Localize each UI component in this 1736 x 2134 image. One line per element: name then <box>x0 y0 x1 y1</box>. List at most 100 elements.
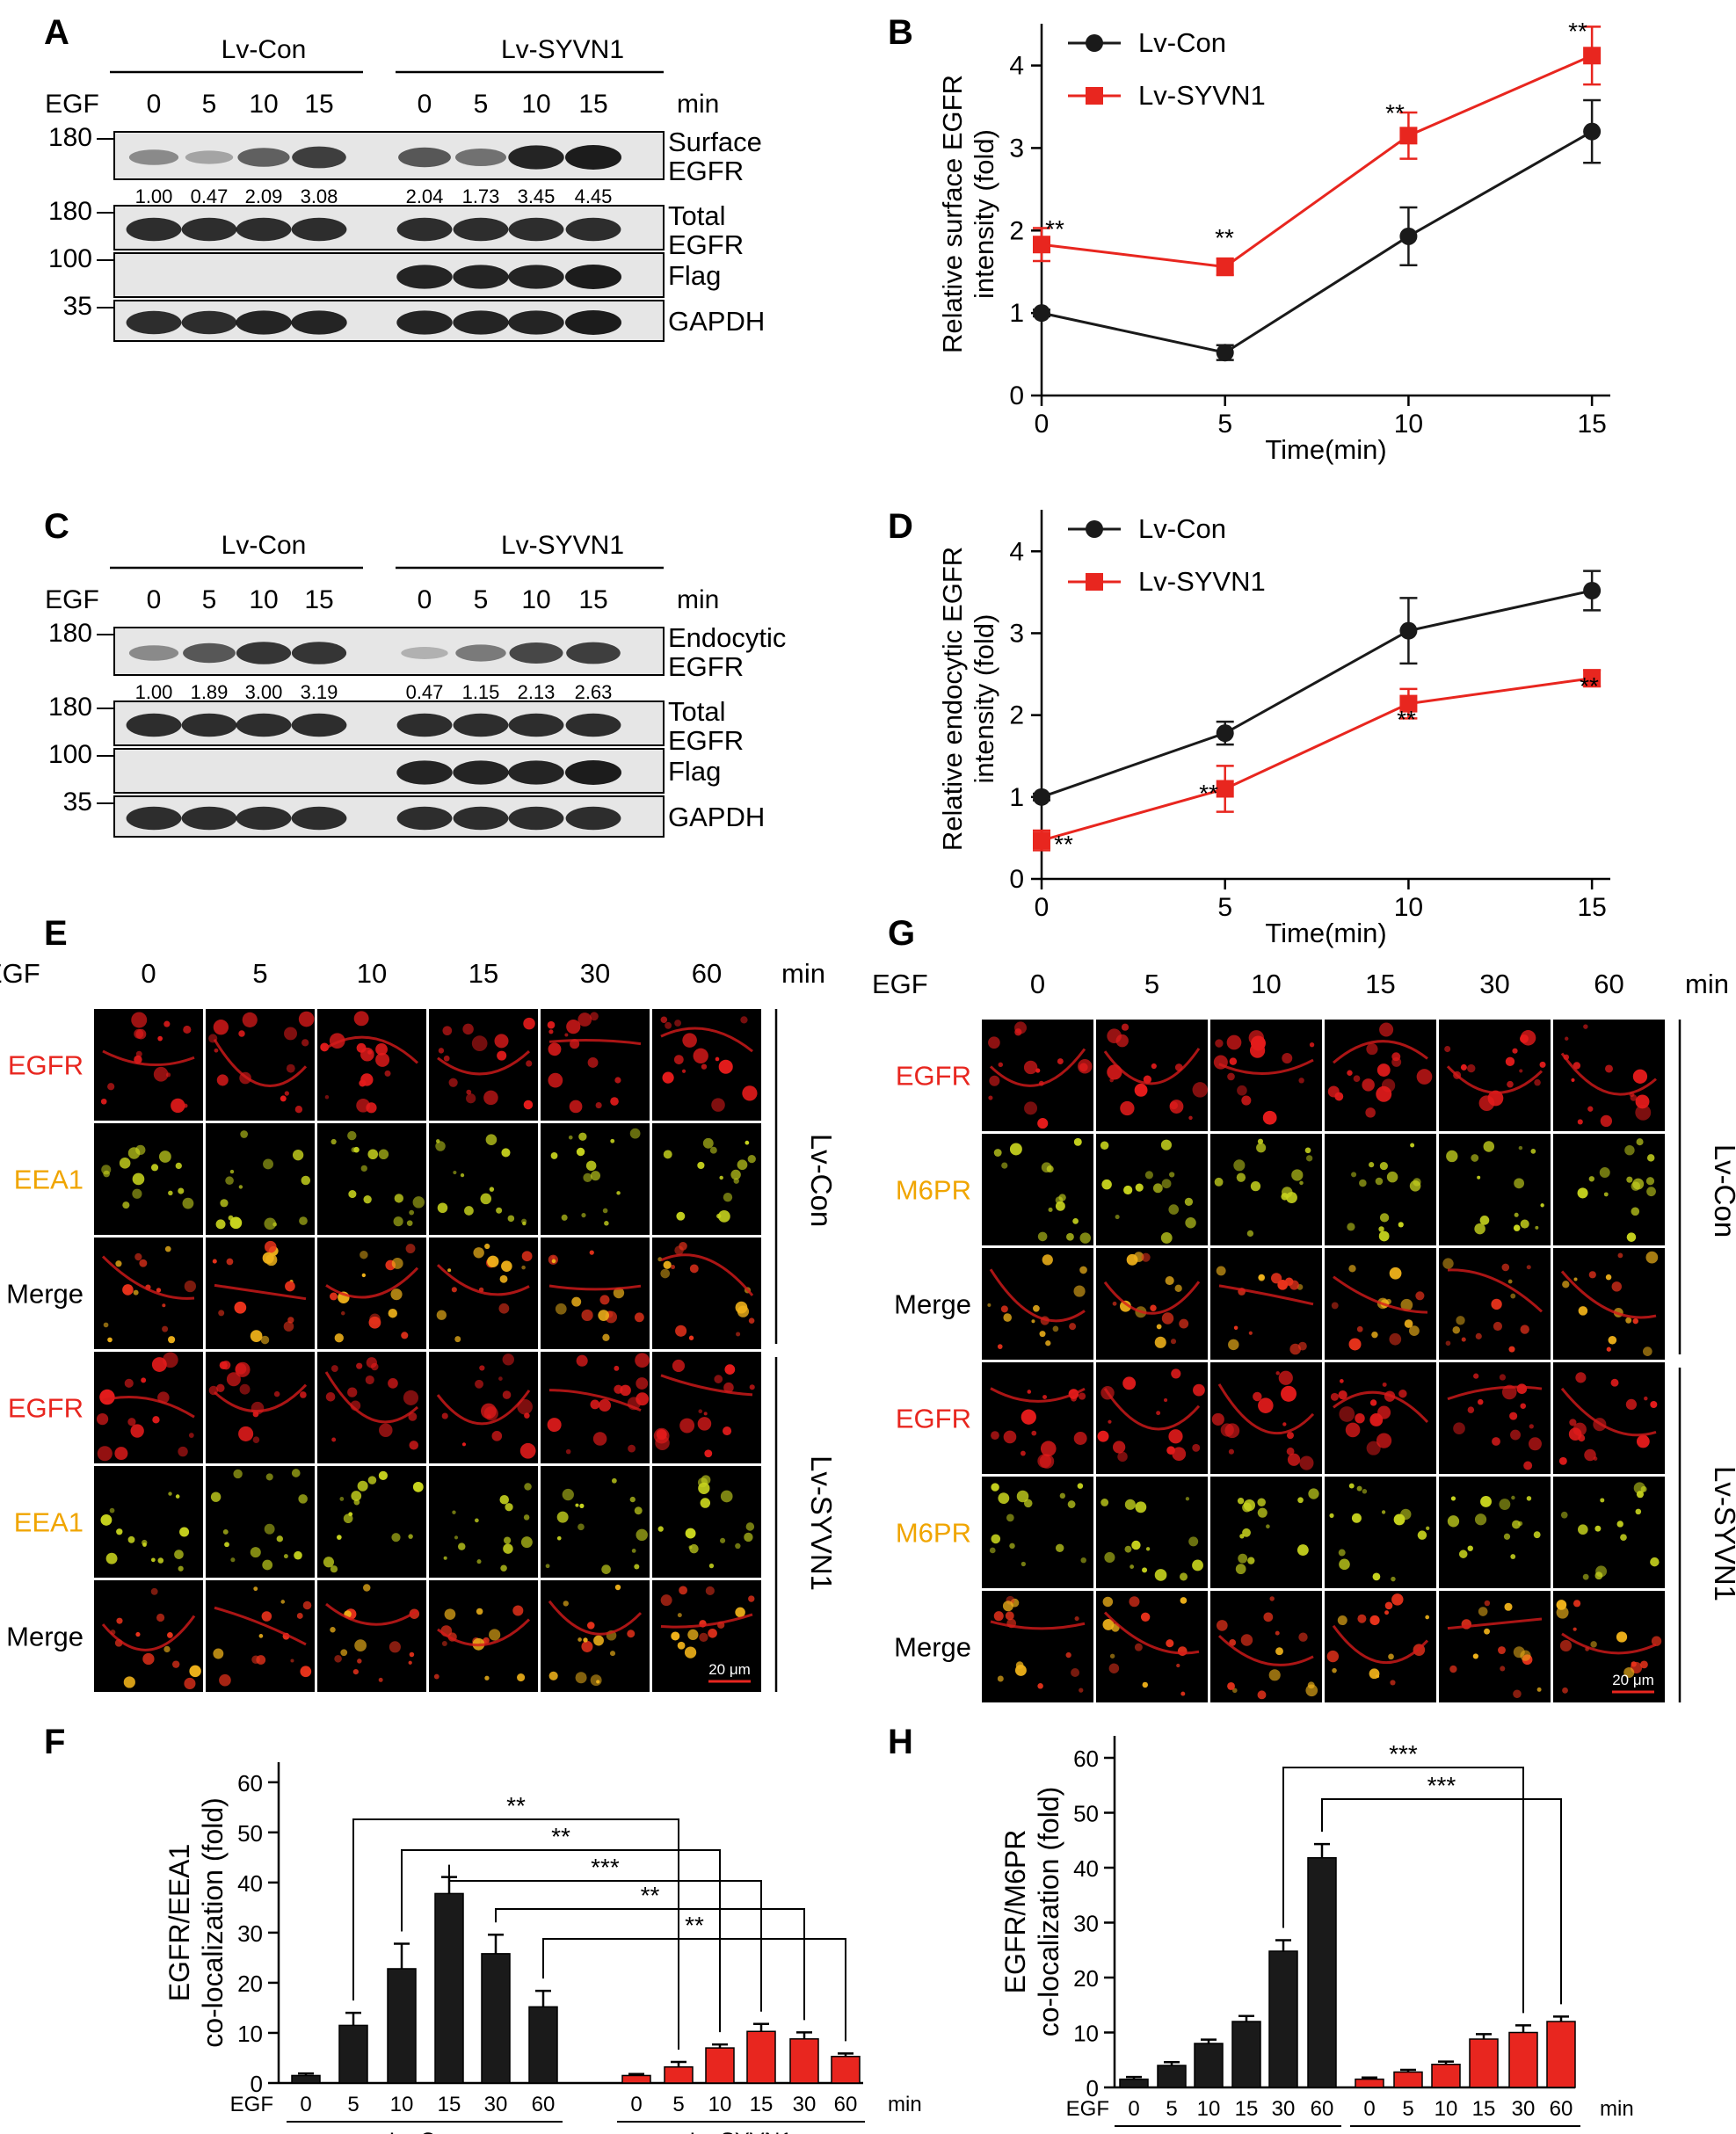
membrane-outline <box>325 1267 419 1299</box>
signal-puncta <box>1033 1304 1040 1312</box>
time-label: 5 <box>252 958 267 989</box>
signal-puncta <box>1449 1665 1457 1673</box>
signal-puncta <box>1262 1110 1277 1125</box>
x-tick-label: 0 <box>1035 893 1050 922</box>
blot-band <box>181 310 237 335</box>
signal-puncta <box>517 1673 526 1682</box>
signal-puncta <box>1308 1488 1319 1499</box>
signal-puncta <box>681 1069 686 1073</box>
data-point <box>1033 831 1050 850</box>
signal-puncta <box>587 1622 595 1630</box>
micrograph-tile <box>1325 1134 1436 1245</box>
blot-row-label: Total <box>668 696 725 727</box>
signal-puncta <box>1519 1069 1523 1073</box>
y-tick-label: 40 <box>1073 1855 1099 1882</box>
mw-marker: 100 <box>48 244 92 273</box>
signal-puncta <box>1382 1382 1387 1387</box>
signal-puncta <box>409 1209 415 1216</box>
signal-puncta <box>740 1016 748 1024</box>
signal-puncta <box>1257 1138 1264 1144</box>
signal-puncta <box>1446 1150 1458 1163</box>
signal-puncta <box>1362 1489 1368 1494</box>
signal-puncta <box>1107 1028 1122 1043</box>
signal-puncta <box>1074 1616 1079 1622</box>
signal-puncta <box>1142 1567 1148 1573</box>
tile-background <box>652 1352 761 1463</box>
signal-puncta <box>330 1138 337 1145</box>
signal-puncta <box>1499 1374 1507 1381</box>
blot-band <box>291 806 347 831</box>
signal-puncta <box>1002 1600 1013 1612</box>
signal-puncta <box>601 1564 611 1574</box>
micrograph-tile <box>429 1580 538 1692</box>
signal-puncta <box>1400 1298 1413 1311</box>
signal-puncta <box>330 1292 338 1301</box>
panel-letter-A: A <box>44 13 69 52</box>
signal-puncta <box>367 1476 377 1484</box>
x-tick-label: 5 <box>1166 2097 1177 2121</box>
signal-puncta <box>1477 1175 1481 1180</box>
signal-puncta <box>1603 1192 1609 1197</box>
scale-bar-label: 20 μm <box>1612 1672 1654 1688</box>
signal-puncta <box>388 1309 397 1318</box>
y-axis-title: EGFR/M6PR co-localization (fold) <box>999 1787 1064 2037</box>
signal-puncta <box>548 1671 558 1680</box>
signal-puncta <box>502 1354 514 1366</box>
signal-puncta <box>360 1073 374 1086</box>
group-label-right: Lv-SYVN1 <box>501 531 624 560</box>
y-tick-label: 2 <box>1009 701 1024 730</box>
y-axis-title-line: co-localization (fold) <box>1033 1787 1064 2037</box>
signal-puncta <box>354 1639 367 1652</box>
signal-puncta <box>142 1539 148 1546</box>
signal-puncta <box>474 1518 479 1523</box>
bar <box>481 1953 511 2084</box>
signal-puncta <box>1237 1085 1247 1096</box>
micrograph-tile <box>652 1352 761 1463</box>
signal-puncta <box>1299 1180 1304 1186</box>
micrograph-tile <box>1096 1591 1208 1702</box>
panel-letter-C: C <box>44 507 69 546</box>
legend-label: Lv-SYVN1 <box>1138 80 1266 111</box>
group-label-rot: Lv-SYVN1 <box>1709 1466 1736 1601</box>
signal-puncta <box>736 1332 741 1337</box>
signal-puncta <box>1512 1048 1518 1054</box>
signal-puncta <box>583 1637 588 1643</box>
signal-puncta <box>1510 1554 1516 1559</box>
signal-puncta <box>555 1303 567 1315</box>
signal-puncta <box>590 1399 600 1410</box>
signal-puncta <box>1246 1230 1254 1238</box>
signal-puncta <box>1073 1137 1082 1146</box>
signal-puncta <box>1154 1569 1167 1581</box>
panel-letter-B: B <box>888 13 913 52</box>
signal-puncta <box>261 1611 272 1622</box>
signal-puncta <box>1299 1455 1314 1470</box>
signal-puncta <box>682 1033 697 1048</box>
signal-puncta <box>590 1674 602 1687</box>
signal-puncta <box>718 1059 733 1074</box>
signal-puncta <box>523 1100 534 1110</box>
signal-puncta <box>357 1480 368 1492</box>
signal-puncta <box>1513 1224 1521 1231</box>
band-quantification: 0.47 <box>191 185 229 207</box>
signal-puncta <box>1492 1437 1500 1446</box>
signal-puncta <box>224 1542 229 1548</box>
y-axis-title-line: EGFR/EEA1 <box>163 1844 195 2002</box>
bar <box>1119 2078 1149 2088</box>
micrograph-tile <box>1210 1134 1322 1245</box>
signal-puncta <box>1445 1340 1451 1346</box>
micrograph-tile <box>1096 1362 1208 1474</box>
blot-band <box>236 806 292 831</box>
signal-puncta <box>122 1201 130 1209</box>
signal-puncta <box>330 1365 338 1373</box>
signal-puncta <box>1475 1332 1482 1339</box>
signal-puncta <box>1587 1106 1594 1112</box>
signal-puncta <box>724 1364 736 1375</box>
band-quantification: 2.13 <box>518 681 556 703</box>
signal-puncta <box>412 1481 424 1492</box>
signal-puncta <box>462 1023 474 1035</box>
significance-bracket <box>495 1908 805 2021</box>
signal-puncta <box>1624 1144 1635 1156</box>
signal-puncta <box>1073 1285 1086 1297</box>
signal-puncta <box>1129 1596 1140 1608</box>
